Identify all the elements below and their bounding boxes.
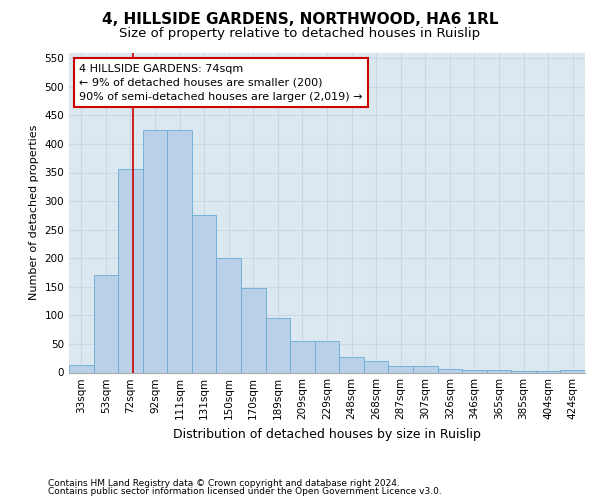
Bar bbox=[364, 361, 388, 372]
Bar bbox=[511, 371, 536, 372]
Bar bbox=[94, 276, 118, 372]
Bar bbox=[69, 365, 94, 372]
Bar bbox=[266, 318, 290, 372]
Bar bbox=[437, 368, 462, 372]
Bar bbox=[339, 357, 364, 372]
Y-axis label: Number of detached properties: Number of detached properties bbox=[29, 125, 39, 300]
Bar bbox=[462, 370, 487, 372]
Bar bbox=[315, 341, 339, 372]
Bar bbox=[388, 366, 413, 372]
Bar bbox=[143, 130, 167, 372]
Bar bbox=[192, 216, 217, 372]
Text: Contains HM Land Registry data © Crown copyright and database right 2024.: Contains HM Land Registry data © Crown c… bbox=[48, 478, 400, 488]
Bar bbox=[487, 370, 511, 372]
Text: Contains public sector information licensed under the Open Government Licence v3: Contains public sector information licen… bbox=[48, 487, 442, 496]
Bar bbox=[118, 168, 143, 372]
Bar bbox=[560, 370, 585, 372]
Bar bbox=[241, 288, 266, 372]
Text: 4, HILLSIDE GARDENS, NORTHWOOD, HA6 1RL: 4, HILLSIDE GARDENS, NORTHWOOD, HA6 1RL bbox=[102, 12, 498, 28]
Text: 4 HILLSIDE GARDENS: 74sqm
← 9% of detached houses are smaller (200)
90% of semi-: 4 HILLSIDE GARDENS: 74sqm ← 9% of detach… bbox=[79, 64, 363, 102]
Bar bbox=[290, 341, 315, 372]
X-axis label: Distribution of detached houses by size in Ruislip: Distribution of detached houses by size … bbox=[173, 428, 481, 441]
Text: Size of property relative to detached houses in Ruislip: Size of property relative to detached ho… bbox=[119, 28, 481, 40]
Bar bbox=[413, 366, 437, 372]
Bar bbox=[167, 130, 192, 372]
Bar bbox=[217, 258, 241, 372]
